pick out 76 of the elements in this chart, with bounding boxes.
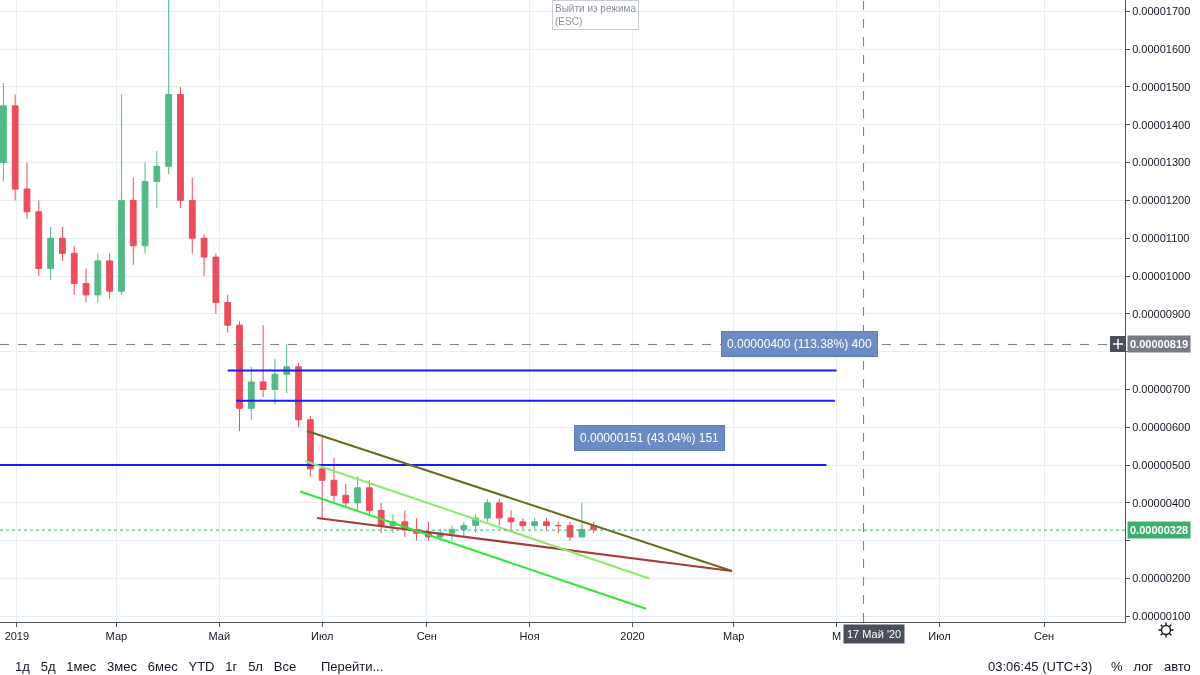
text: % лог авто bbox=[1111, 659, 1191, 674]
x-tick-label: Ноя bbox=[519, 630, 540, 643]
x-tick-label: Мар bbox=[105, 630, 128, 643]
annotation: 0.00000400 (113.38%) 400 bbox=[727, 337, 872, 351]
candlestick bbox=[495, 498, 503, 527]
candlestick bbox=[578, 502, 586, 538]
candlestick bbox=[153, 150, 161, 209]
x-tick-label: Июл bbox=[310, 630, 334, 643]
text: Перейти... bbox=[321, 659, 384, 674]
ref-line-label: 17 Май '20 bbox=[847, 628, 902, 640]
candlestick bbox=[70, 245, 78, 296]
candlestick bbox=[188, 177, 196, 254]
candlestick bbox=[259, 324, 267, 398]
candlestick bbox=[106, 252, 114, 300]
x-tick-label: Сен bbox=[1033, 630, 1055, 643]
text: 03:06:45 (UTC+3) bbox=[988, 659, 1093, 674]
candlestick bbox=[200, 233, 208, 277]
y-tick-label: 0.00001500 bbox=[1132, 80, 1191, 93]
y-tick-label: 0.00001200 bbox=[1132, 194, 1191, 207]
y-tick-label: 0.00001100 bbox=[1132, 232, 1190, 245]
candlestick bbox=[35, 199, 43, 277]
candlestick bbox=[82, 267, 90, 303]
y-tick-label: 0.00000100 bbox=[1132, 610, 1191, 623]
candlestick bbox=[23, 162, 31, 220]
text: 1д 5д 1мес 3мес 6мес YTD 1г 5л Все bbox=[15, 659, 297, 674]
y-tick-label: 0.00001400 bbox=[1132, 118, 1191, 131]
candlestick bbox=[330, 457, 338, 504]
x-tick-label: 2019 bbox=[4, 630, 30, 643]
candlestick bbox=[271, 358, 279, 406]
candlestick bbox=[484, 498, 491, 523]
candlestick bbox=[141, 162, 149, 254]
candlestick bbox=[531, 517, 539, 530]
x-tick-label: Сен bbox=[416, 630, 437, 643]
candlestick bbox=[543, 517, 550, 530]
candlestick bbox=[554, 521, 562, 534]
candlestick bbox=[247, 366, 255, 421]
candlestick bbox=[118, 94, 125, 296]
y-tick-label: 0.00000900 bbox=[1132, 307, 1191, 320]
candlestick bbox=[566, 521, 574, 542]
candlestick bbox=[354, 475, 361, 511]
candlestick bbox=[342, 483, 350, 508]
x-tick-label: Июл bbox=[928, 630, 951, 643]
y-tick-label: 0.00000500 bbox=[1132, 458, 1191, 471]
candlestick bbox=[224, 294, 232, 334]
annotation: 0.00000151 (43.04%) 151 bbox=[580, 431, 720, 445]
candlestick bbox=[0, 82, 7, 182]
candlestick bbox=[519, 517, 527, 530]
candlestick bbox=[11, 94, 19, 201]
ref-line-label: 0.00000819 bbox=[1130, 338, 1189, 350]
candlestick bbox=[460, 521, 468, 538]
candlestick bbox=[365, 479, 373, 515]
x-tick-label: 2020 bbox=[620, 630, 645, 643]
y-tick-label: 0.00000400 bbox=[1132, 496, 1191, 509]
candlestick bbox=[94, 252, 102, 303]
y-tick-label: 0.00000200 bbox=[1132, 572, 1191, 585]
y-tick-label: 0.00001600 bbox=[1132, 43, 1191, 56]
candlestick bbox=[236, 320, 243, 432]
y-tick-label: 0.00001000 bbox=[1132, 269, 1191, 282]
x-tick-label: М bbox=[831, 630, 842, 643]
x-tick-label: Май bbox=[208, 630, 231, 643]
ref-line-label: 0.00000328 bbox=[1130, 524, 1189, 536]
candlestick bbox=[165, 0, 173, 175]
candlestick bbox=[507, 509, 515, 530]
candlestick bbox=[59, 226, 66, 262]
candlestick bbox=[212, 252, 220, 315]
candlestick bbox=[177, 86, 184, 209]
y-tick-label: 0.00001300 bbox=[1132, 156, 1191, 169]
y-tick-label: 0.00001700 bbox=[1132, 5, 1191, 18]
y-tick-label: 0.00000600 bbox=[1132, 421, 1191, 434]
candlestick bbox=[295, 362, 302, 428]
candlestick bbox=[129, 177, 137, 266]
candlestick bbox=[47, 226, 54, 281]
x-tick-label: Мар bbox=[722, 630, 745, 643]
candlestick bbox=[318, 434, 326, 519]
y-tick-label: 0.00000700 bbox=[1132, 383, 1191, 396]
annotation: Выйти из режима (ESC) bbox=[555, 3, 637, 27]
